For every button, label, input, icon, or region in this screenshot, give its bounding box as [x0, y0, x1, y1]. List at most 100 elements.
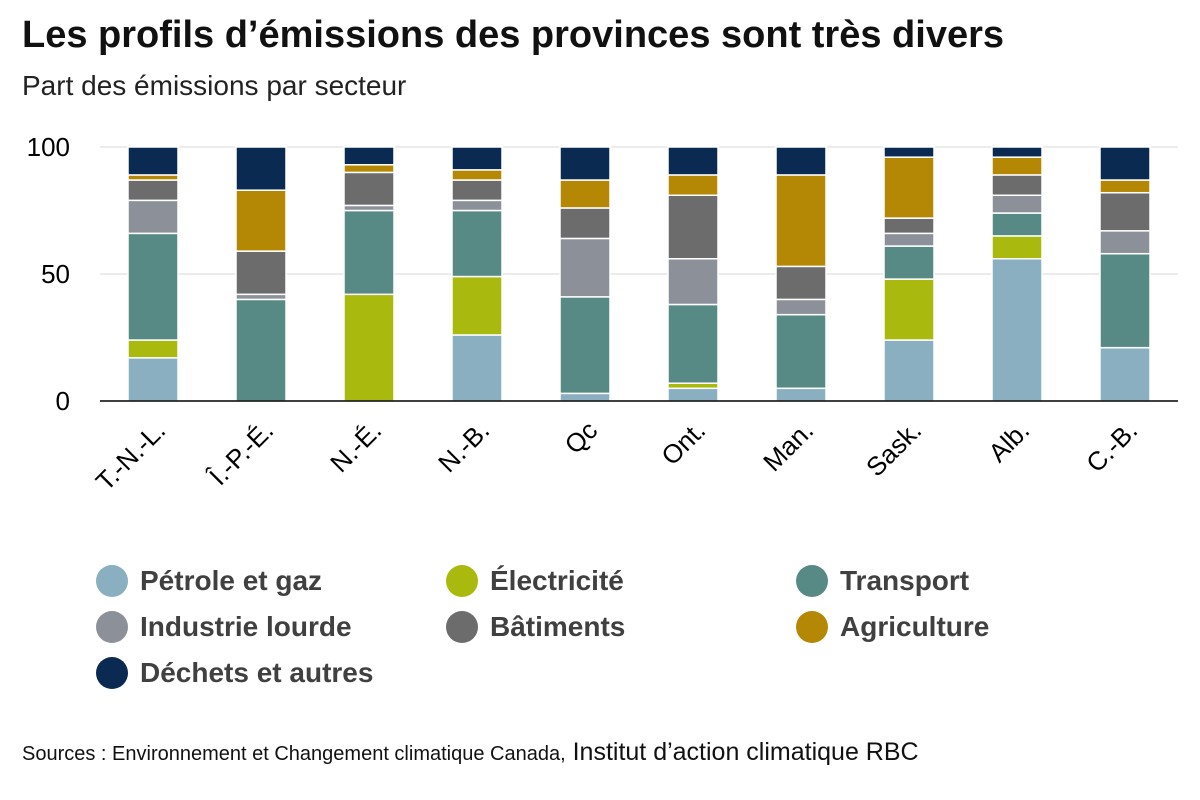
- source-note: Sources : Environnement et Changement cl…: [22, 738, 919, 767]
- bar-segment: [775, 265, 827, 301]
- chart-subtitle: Part des émissions par secteur: [22, 70, 407, 101]
- x-tick-label: N.-B.: [432, 415, 495, 478]
- y-tick-label: 100: [27, 132, 70, 162]
- legend-item: Pétrole et gaz: [96, 565, 322, 597]
- bar-segment: [235, 293, 287, 301]
- legend-swatch: [96, 565, 128, 597]
- x-tick-label: Qc: [559, 415, 604, 460]
- bar-segment: [883, 156, 935, 219]
- bar-segment: [451, 199, 503, 212]
- bar-segment: [1099, 230, 1151, 255]
- bar-segment: [991, 156, 1043, 176]
- y-tick-label: 0: [56, 386, 70, 416]
- bar-segment: [883, 232, 935, 247]
- bar-segment: [235, 146, 287, 191]
- bar-segment: [127, 232, 179, 341]
- bar-segment: [343, 209, 395, 296]
- bar-segment: [559, 296, 611, 395]
- legend-label: Industrie lourde: [140, 611, 352, 642]
- bar-segment: [559, 237, 611, 298]
- bar-segment: [775, 387, 827, 402]
- x-tick-label: Alb.: [982, 415, 1035, 468]
- bar-segment: [667, 258, 719, 306]
- legend-swatch: [446, 611, 478, 643]
- legend-item: Industrie lourde: [96, 611, 352, 643]
- bar-segment: [883, 146, 935, 158]
- bar-segment: [991, 212, 1043, 237]
- bar-segment: [235, 298, 287, 402]
- bar-segment: [1099, 346, 1151, 402]
- bar-segment: [883, 278, 935, 341]
- bar-segment: [343, 171, 395, 207]
- bar-segment: [127, 339, 179, 359]
- bar-segment: [235, 189, 287, 252]
- legend-swatch: [446, 565, 478, 597]
- bar-segment: [127, 357, 179, 402]
- legend-swatch: [96, 657, 128, 689]
- legend-label: Pétrole et gaz: [140, 565, 323, 596]
- bar-segment: [1099, 146, 1151, 181]
- bar-segment: [883, 245, 935, 280]
- bar-segment: [883, 217, 935, 235]
- bar-segment: [1099, 191, 1151, 232]
- bar-segment: [667, 146, 719, 176]
- source-prefix: Sources : Environnement et Changement cl…: [22, 743, 566, 765]
- bar-segment: [343, 204, 395, 212]
- bar-segment: [559, 392, 611, 402]
- x-tick-label: Sask.: [860, 415, 927, 482]
- chart-title: Les profils d’émissions des provinces so…: [22, 14, 1005, 56]
- legend-swatch: [96, 611, 128, 643]
- legend-label: Déchets et autres: [140, 657, 374, 688]
- bar-segment: [451, 169, 503, 181]
- legend-label: Transport: [840, 565, 970, 596]
- bar-segment: [775, 146, 827, 176]
- bar-segment: [559, 207, 611, 240]
- x-tick-label: C.-B.: [1080, 415, 1143, 478]
- x-tick-label: Î.-P.-É.: [202, 415, 279, 492]
- x-tick-label: N.-É.: [324, 415, 387, 478]
- legend-label: Agriculture: [840, 611, 990, 642]
- bar-segment: [991, 194, 1043, 214]
- bar-segment: [991, 174, 1043, 197]
- bar-segment: [127, 199, 179, 235]
- legend-item: Agriculture: [796, 611, 989, 643]
- bar-segment: [667, 194, 719, 260]
- bar-segment: [127, 146, 179, 176]
- bar-segment: [991, 235, 1043, 260]
- legend-label: Bâtiments: [490, 611, 626, 642]
- x-tick-label: T.-N.-L.: [90, 415, 171, 496]
- bar-segment: [343, 293, 395, 402]
- legend-item: Déchets et autres: [96, 657, 373, 689]
- bar-segment: [667, 387, 719, 402]
- bar-segment: [451, 334, 503, 402]
- bar-segment: [451, 146, 503, 171]
- bar-segment: [991, 258, 1043, 402]
- x-tick-label: Man.: [757, 415, 819, 477]
- bar-segment: [343, 146, 395, 166]
- x-tick-label: Ont.: [655, 415, 711, 471]
- bar-segment: [667, 303, 719, 384]
- bar-segment: [667, 382, 719, 390]
- bar-segment: [451, 209, 503, 278]
- bar-segment: [1099, 252, 1151, 349]
- legend-swatch: [796, 611, 828, 643]
- legend-label: Électricité: [490, 565, 624, 596]
- bar-segment: [775, 298, 827, 316]
- bar-segment: [559, 146, 611, 181]
- bar-segment: [127, 179, 179, 202]
- legend-swatch: [796, 565, 828, 597]
- bar-segment: [775, 174, 827, 268]
- bar-segment: [775, 313, 827, 390]
- bar-segment: [559, 179, 611, 209]
- bar-segment: [1099, 179, 1151, 194]
- bar-segment: [343, 164, 395, 174]
- bar-segment: [451, 179, 503, 202]
- source-suffix: Institut d’action climatique RBC: [565, 738, 919, 766]
- bar-segment: [883, 339, 935, 402]
- stacked-bar-chart: 0 50 100 T.-N.-L. Î.-P.-É. N.-É. N.-B. Qc Ont. Ma…: [27, 132, 1178, 497]
- bar-segment: [127, 174, 179, 181]
- bar-segment: [451, 275, 503, 336]
- bar-segment: [667, 174, 719, 197]
- legend-item: Transport: [796, 565, 969, 597]
- legend-item: Électricité: [446, 565, 624, 597]
